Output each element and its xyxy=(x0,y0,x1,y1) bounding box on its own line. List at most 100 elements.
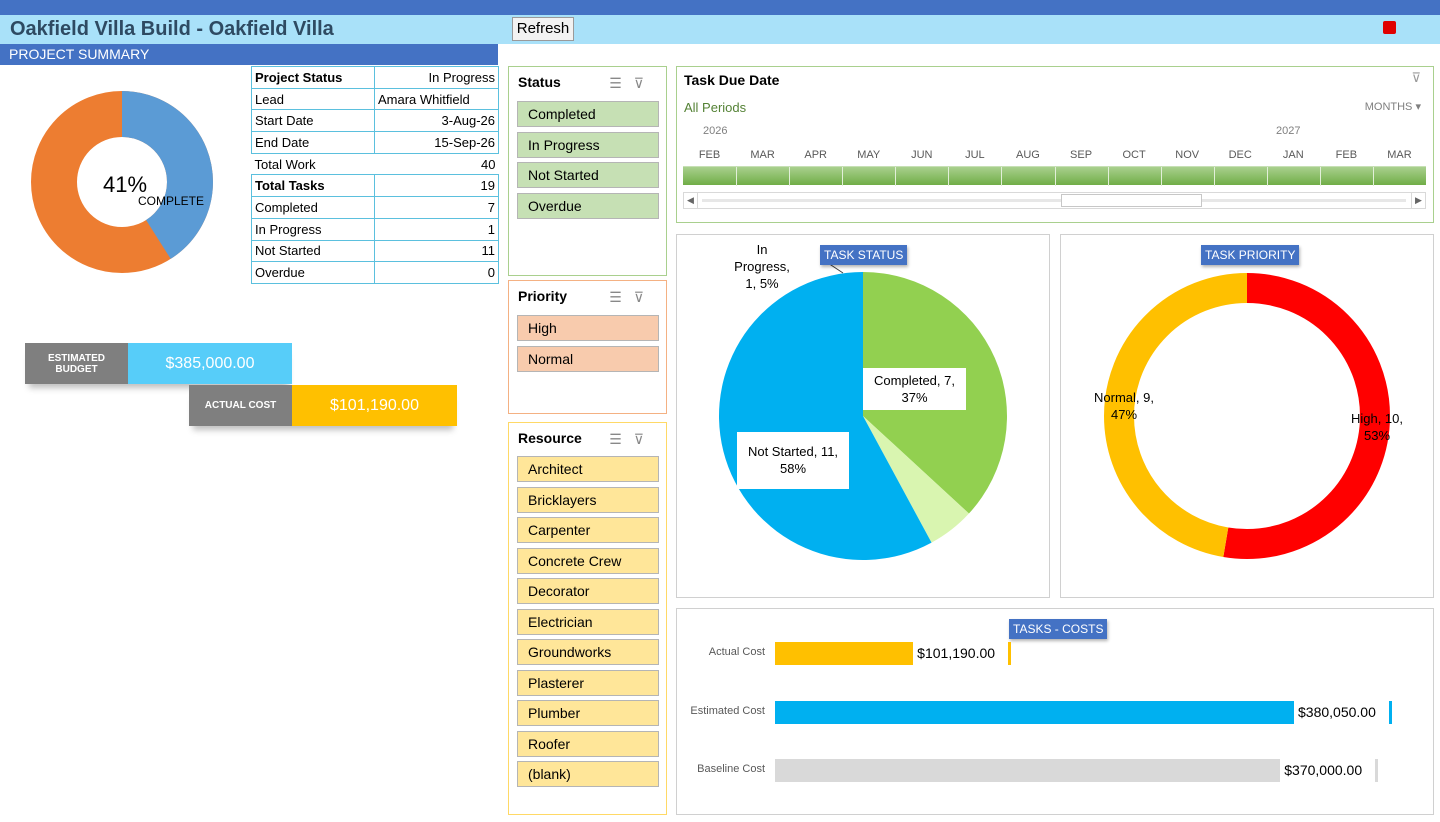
timeline-month-divider xyxy=(1054,167,1056,186)
multi-select-icon[interactable]: ☰ xyxy=(609,289,634,305)
timeline-month-label[interactable]: SEP xyxy=(1070,149,1093,161)
resource-slicer-item-groundworks[interactable]: Groundworks xyxy=(517,639,659,665)
timeline-month-label[interactable]: MAR xyxy=(750,149,775,161)
slicer-icons: ☰⊽ xyxy=(609,289,656,306)
clear-filter-icon[interactable]: ⊽ xyxy=(633,431,656,447)
status-slicer-item-overdue[interactable]: Overdue xyxy=(517,192,659,219)
actual-cost-value: $101,190.00 xyxy=(292,385,457,426)
priority-slicer-item-high[interactable]: High xyxy=(517,315,659,341)
actual-cost-card: ACTUAL COST $101,190.00 xyxy=(189,385,457,426)
resource-slicer-item-plasterer[interactable]: Plasterer xyxy=(517,669,659,696)
status-slicer: Status ☰⊽ Completed In Progress Not Starte… xyxy=(508,66,667,276)
timeline-month-label[interactable]: FEB xyxy=(698,149,721,161)
value-in-progress: 1 xyxy=(374,217,499,241)
timeline-month-label[interactable]: JUL xyxy=(965,149,985,161)
not-started-label-line2: 58% xyxy=(779,461,807,476)
resource-slicer-item-decorator[interactable]: Decorator xyxy=(517,578,659,604)
status-slicer-item-in-progress[interactable]: In Progress xyxy=(517,131,659,158)
page-title: Oakfield Villa Build - Oakfield Villa xyxy=(10,18,334,40)
scroll-thumb[interactable] xyxy=(1061,194,1202,207)
timeline-selection-bar[interactable] xyxy=(683,166,1426,186)
resource-slicer-item-plumber[interactable]: Plumber xyxy=(517,700,659,726)
resource-slicer-item-carpenter[interactable]: Carpenter xyxy=(517,517,659,543)
donut-complete-arc xyxy=(31,91,213,273)
completed-label-line1: Completed, 7, xyxy=(874,373,955,388)
timeline-period-label: All Periods xyxy=(684,100,747,115)
cost-bar-end-marker xyxy=(1008,642,1012,665)
timeline-month-divider xyxy=(1213,167,1215,186)
timeline-month-label[interactable]: JAN xyxy=(1282,149,1304,161)
completed-data-label: Completed, 7, 37% xyxy=(863,368,966,410)
value-lead: Amara Whitfield xyxy=(374,87,499,111)
timeline-unit-selector[interactable]: MONTHS ▾ xyxy=(1365,100,1421,113)
resource-slicer: Resource ☰⊽ Architect Bricklayers Carpente… xyxy=(508,422,667,815)
clear-filter-icon[interactable]: ⊽ xyxy=(633,75,656,91)
scroll-left-arrow[interactable]: ◀ xyxy=(684,193,698,208)
timeline-scrollbar[interactable]: ◀ ▶ xyxy=(683,192,1426,209)
label-in-progress: In Progress xyxy=(251,217,375,241)
timeline-clear-filter-icon[interactable]: ⊽ xyxy=(1411,70,1421,85)
timeline-month-label[interactable]: DEC xyxy=(1228,149,1252,161)
resource-slicer-item-architect[interactable]: Architect xyxy=(517,456,659,482)
in-progress-data-label: In Progress, 1, 5% xyxy=(722,241,802,292)
timeline-month-divider xyxy=(1266,167,1268,186)
cost-value-label: $370,000.00 xyxy=(1284,762,1363,778)
completion-donut xyxy=(31,91,213,273)
task-due-date-timeline: Task Due Date ⊽ All Periods MONTHS ▾ 202… xyxy=(676,66,1434,223)
timeline-year-2026: 2026 xyxy=(703,125,728,137)
value-not-started: 11 xyxy=(374,239,499,263)
resource-slicer-item-electrician[interactable]: Electrician xyxy=(517,608,659,635)
timeline-month-label[interactable]: NOV xyxy=(1175,149,1200,161)
multi-select-icon[interactable]: ☰ xyxy=(609,75,634,91)
priority-slicer-item-normal[interactable]: Normal xyxy=(517,345,659,372)
timeline-month-divider xyxy=(948,167,950,186)
estimated-budget-label: ESTIMATED BUDGET xyxy=(25,343,128,384)
timeline-month-label[interactable]: JUN xyxy=(911,149,933,161)
timeline-title: Task Due Date xyxy=(684,72,780,88)
resource-slicer-item-bricklayers[interactable]: Bricklayers xyxy=(517,486,659,513)
timeline-month-label[interactable]: FEB xyxy=(1335,149,1358,161)
label-total-work: Total Work xyxy=(254,156,316,172)
cost-bar-end-marker xyxy=(1375,759,1379,782)
timeline-month-divider xyxy=(1160,167,1162,186)
resource-slicer-item-roofer[interactable]: Roofer xyxy=(517,730,659,757)
not-started-label-line1: Not Started, 11, xyxy=(747,444,839,459)
slicer-icons: ☰⊽ xyxy=(609,75,656,92)
cost-bar-actual-cost xyxy=(775,642,914,665)
timeline-month-label[interactable]: AUG xyxy=(1016,149,1040,161)
high-data-label: High, 10, 53% xyxy=(1337,410,1417,444)
status-slicer-item-completed[interactable]: Completed xyxy=(517,101,659,127)
timeline-month-label[interactable]: MAY xyxy=(857,149,881,161)
scroll-right-arrow[interactable]: ▶ xyxy=(1411,193,1425,208)
estimated-budget-card: ESTIMATED BUDGET $385,000.00 xyxy=(25,343,292,384)
multi-select-icon[interactable]: ☰ xyxy=(609,431,634,447)
status-slicer-title: Status xyxy=(518,74,561,90)
cost-bar-end-marker xyxy=(1388,700,1392,724)
value-end-date: 15-Sep-26 xyxy=(374,131,499,154)
timeline-month-divider xyxy=(842,167,844,186)
resource-slicer-item-blank[interactable]: (blank) xyxy=(517,761,659,787)
section-title-project-summary: PROJECT SUMMARY xyxy=(0,44,498,65)
top-accent-strip xyxy=(0,0,1440,15)
label-completed: Completed xyxy=(251,196,375,219)
status-slicer-item-not-started[interactable]: Not Started xyxy=(517,162,659,188)
tasks-costs-title: TASKS - COSTS xyxy=(1009,619,1108,639)
timeline-month-divider xyxy=(1001,167,1003,186)
timeline-month-label[interactable]: APR xyxy=(804,149,827,161)
resource-slicer-item-concrete-crew[interactable]: Concrete Crew xyxy=(517,547,659,574)
timeline-month-label[interactable]: OCT xyxy=(1122,149,1146,161)
completion-label: COMPLETE xyxy=(138,194,205,208)
value-completed: 7 xyxy=(374,196,499,219)
clear-filter-icon[interactable]: ⊽ xyxy=(633,289,656,305)
timeline-month-divider xyxy=(1319,167,1321,186)
cost-bar-baseline-cost xyxy=(775,759,1281,782)
priority-slicer: Priority ☰⊽ High Normal xyxy=(508,280,667,414)
title-bar xyxy=(0,15,1440,44)
timeline-month-label[interactable]: MAR xyxy=(1387,149,1412,161)
timeline-month-divider xyxy=(1372,167,1374,186)
dropdown-arrow-icon: ▾ xyxy=(1415,101,1421,113)
refresh-button[interactable]: Refresh xyxy=(512,17,574,41)
pie-slice-in-progress xyxy=(863,416,969,543)
value-project-status: In Progress xyxy=(374,66,499,89)
completed-label-line2: 37% xyxy=(901,390,928,405)
